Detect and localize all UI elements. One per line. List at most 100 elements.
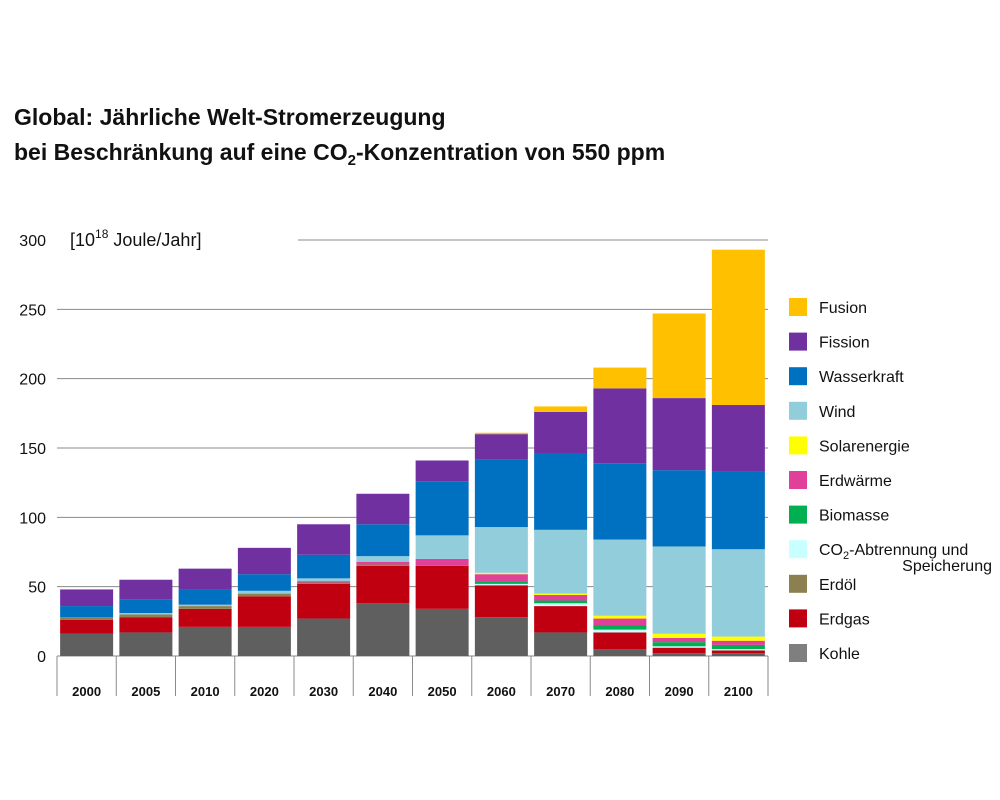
bar-segment-fission-2000	[60, 589, 114, 607]
bar-segment-wind-2080	[593, 539, 647, 616]
bar-segment-solarenergie-2070	[534, 593, 588, 595]
bar-segment-erdgas-2050	[415, 565, 469, 609]
bar-segment-fission-2100	[711, 405, 765, 472]
bar-segment-wind-2030	[297, 578, 351, 582]
bar-segment-fission-2020	[237, 547, 291, 575]
legend-label: Erdöl	[819, 577, 856, 594]
bar-segment-biomasse-2090	[652, 642, 706, 647]
x-tick-label: 2100	[724, 684, 753, 699]
bar-segment-wasserkraft-2060	[474, 459, 528, 528]
y-tick-label: 50	[28, 580, 46, 597]
x-tick-label: 2020	[250, 684, 279, 699]
x-tick-label: 2080	[605, 684, 634, 699]
legend-label: Erdgas	[819, 611, 870, 628]
legend-swatch	[789, 298, 807, 316]
legend-swatch	[789, 540, 807, 559]
bar-segment-kohle-2100	[711, 653, 765, 656]
legend-label: CO2-Abtrennung und	[819, 542, 968, 562]
bar-segment-fusion-2070	[534, 406, 588, 412]
y-tick-label: 0	[37, 649, 46, 666]
bar-segment-biomasse-2080	[593, 625, 647, 630]
bar-segment-erdöl-2000	[60, 617, 114, 620]
bar-segment-wind-2020	[237, 590, 291, 594]
x-tick-label: 2060	[487, 684, 516, 699]
bar-segment-wasserkraft-2080	[593, 463, 647, 540]
bar-segment-kohle-2010	[178, 626, 232, 656]
y-tick-label: 250	[19, 302, 46, 319]
legend-swatch	[789, 332, 807, 351]
bar-segment-kohle-2050	[415, 608, 469, 656]
bar-segment-erdwärme-2050	[415, 558, 469, 566]
legend-label-line-2: Speicherung	[902, 558, 992, 575]
bar-segment-wasserkraft-2070	[534, 453, 588, 530]
bar-segment-kohle-2040	[356, 603, 410, 656]
bar-segment-co-abtrennung-und-speicherung-2100	[711, 649, 765, 651]
bar-segment-solarenergie-2080	[593, 615, 647, 619]
bar-segment-kohle-2070	[534, 632, 588, 656]
bar-segment-erdgas-2070	[534, 606, 588, 633]
legend-swatch	[789, 471, 807, 489]
bar-segment-erdgas-2060	[474, 585, 528, 618]
bar-segment-wind-2100	[711, 549, 765, 637]
y-tick-label: 300	[19, 233, 46, 250]
bar-segment-wind-2005	[119, 613, 173, 615]
chart-title-subscript: 2	[347, 152, 356, 169]
legend-label: Biomasse	[819, 508, 889, 525]
bar-segment-kohle-2060	[474, 617, 528, 656]
bar-segment-fission-2060	[474, 434, 528, 460]
bar-segment-erdgas-2030	[297, 583, 351, 619]
bar-segment-wasserkraft-2030	[297, 554, 351, 579]
x-tick-label: 2040	[368, 684, 397, 699]
x-tick-label: 2050	[428, 684, 457, 699]
bar-segment-wind-2040	[356, 556, 410, 562]
chart-title-pre: bei Beschränkung auf eine CO	[14, 139, 348, 165]
bar-segment-wasserkraft-2040	[356, 524, 410, 557]
legend-swatch	[789, 609, 807, 628]
bar-segment-erdwärme-2030	[297, 581, 351, 583]
bar-segment-erdgas-2000	[60, 619, 114, 634]
bar-segment-kohle-2000	[60, 633, 114, 656]
bar-segment-wasserkraft-2090	[652, 470, 706, 547]
legend-label: Erdwärme	[819, 473, 892, 490]
bar-segment-erdöl-2040	[356, 564, 410, 566]
x-tick-label: 2090	[665, 684, 694, 699]
bar-segment-wind-2090	[652, 546, 706, 634]
bar-segment-wind-2070	[534, 529, 588, 594]
bar-segment-erdöl-2010	[178, 606, 232, 609]
bar-segment-fission-2080	[593, 388, 647, 464]
legend-label: Kohle	[819, 646, 860, 663]
bar-segment-wasserkraft-2050	[415, 481, 469, 536]
legend-swatch	[789, 436, 807, 455]
bar-segment-wasserkraft-2005	[119, 599, 173, 614]
bar-segment-co-abtrennung-und-speicherung-2090	[652, 646, 706, 648]
bar-segment-erdwärme-2040	[356, 561, 410, 565]
bar-segment-erdöl-2005	[119, 614, 173, 618]
bar-segment-fission-2010	[178, 568, 232, 590]
chart-title-line-1: Global: Jährliche Welt-Stromerzeugung	[14, 104, 446, 130]
bar-segment-wind-2060	[474, 527, 528, 573]
bar-segment-co-abtrennung-und-speicherung-2060	[474, 583, 528, 586]
legend-label: Wasserkraft	[819, 369, 904, 386]
bar-segment-erdgas-2020	[237, 596, 291, 627]
bar-segment-wind-2050	[415, 535, 469, 559]
bar-segment-erdgas-2080	[593, 632, 647, 650]
bar-segment-wasserkraft-2000	[60, 606, 114, 618]
legend-swatch	[789, 401, 807, 420]
bar-segment-fission-2050	[415, 460, 469, 482]
bar-segment-fission-2030	[297, 524, 351, 555]
y-tick-label: 150	[19, 441, 46, 458]
legend-label: Fusion	[819, 300, 867, 317]
bar-segment-kohle-2080	[593, 649, 647, 656]
bar-segment-erdwärme-2080	[593, 618, 647, 626]
bar-segment-kohle-2090	[652, 653, 706, 656]
y-axis-unit-label: [1018 Joule/Jahr]	[70, 227, 201, 250]
bar-segment-erdgas-2005	[119, 617, 173, 633]
bar-segment-erdgas-2090	[652, 647, 706, 654]
y-tick-label: 100	[19, 510, 46, 527]
bar-segment-kohle-2030	[297, 618, 351, 656]
x-tick-label: 2010	[191, 684, 220, 699]
bar-segment-fission-2090	[652, 398, 706, 471]
bar-segment-biomasse-2060	[474, 581, 528, 584]
